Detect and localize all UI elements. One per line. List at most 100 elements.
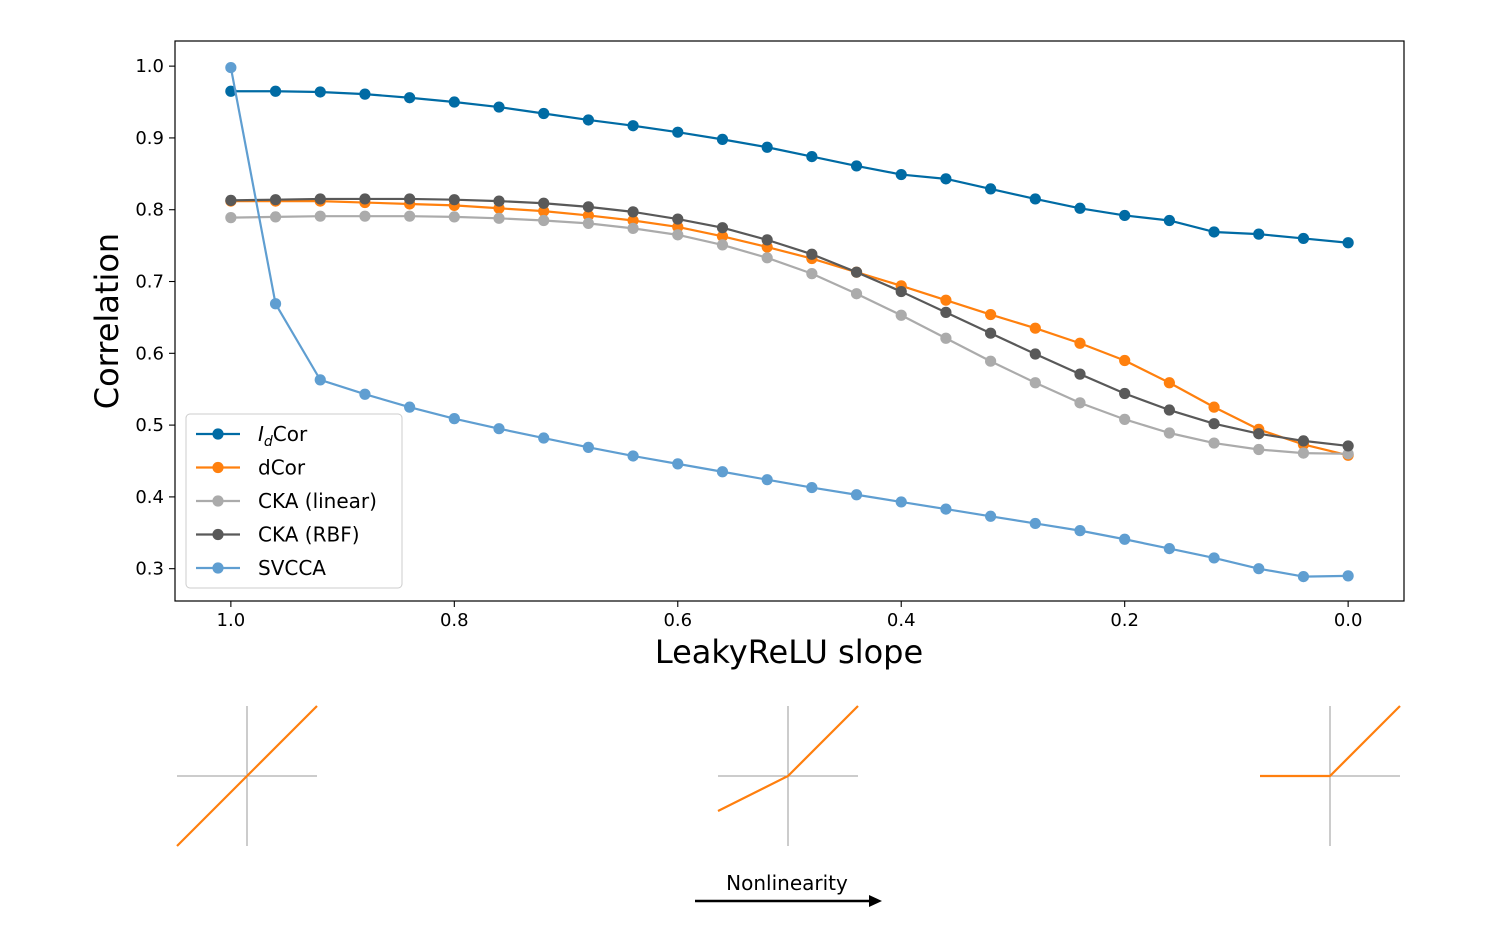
data-point-cka-rbf xyxy=(672,213,684,225)
data-point-cka-linear xyxy=(225,212,237,224)
data-point-cka-rbf xyxy=(716,222,729,234)
data-point-cka-rbf xyxy=(359,193,371,205)
data-point-cka-linear xyxy=(1297,447,1310,459)
data-point-idcor xyxy=(806,150,818,163)
data-point-cka-linear xyxy=(359,210,371,222)
data-point-svcca xyxy=(1074,525,1086,537)
x-tick-label: 0.0 xyxy=(1334,610,1363,631)
data-point-cka-linear xyxy=(761,252,773,264)
data-point-svcca xyxy=(493,423,505,435)
data-point-dcor xyxy=(985,308,997,321)
x-tick-label: 0.6 xyxy=(663,610,692,631)
data-point-idcor xyxy=(1253,228,1265,240)
data-point-idcor xyxy=(1163,214,1175,227)
data-point-svcca xyxy=(672,458,684,470)
y-tick-label: 0.5 xyxy=(135,415,164,436)
data-point-svcca xyxy=(1163,542,1175,555)
data-point-idcor xyxy=(404,92,416,104)
data-point-idcor xyxy=(1119,209,1131,222)
data-point-dcor xyxy=(940,294,952,306)
data-point-idcor xyxy=(761,141,773,153)
data-point-dcor xyxy=(1208,401,1220,413)
data-point-cka-rbf xyxy=(627,206,639,218)
data-point-idcor xyxy=(448,96,460,108)
inset-leaky-activation xyxy=(717,705,859,846)
data-point-cka-rbf xyxy=(895,285,907,298)
nonlinearity-annotation: Nonlinearity xyxy=(695,871,882,907)
y-axis-title: Correlation xyxy=(88,233,126,409)
data-point-cka-linear xyxy=(1074,397,1086,409)
x-tick-label: 0.2 xyxy=(1110,610,1139,631)
main-chart: 1.0 0.8 0.6 0.4 0.2 0.0 0.3 0.4 0.5 0.6 0.7 0.8 0.9… xyxy=(88,40,1405,671)
data-point-cka-linear xyxy=(582,217,594,229)
y-axis-ticks: 0.3 0.4 0.5 0.6 0.7 0.8 0.9 1.0 xyxy=(135,56,175,580)
data-point-cka-linear xyxy=(1163,427,1175,439)
data-point-cka-linear xyxy=(1208,437,1220,449)
data-point-cka-linear xyxy=(269,211,282,223)
legend: IdCor dCor CKA (linear) CKA (RBF) SVCCA xyxy=(185,413,403,589)
data-point-svcca xyxy=(1029,517,1041,530)
data-point-cka-rbf xyxy=(1163,404,1175,416)
data-point-idcor xyxy=(1074,202,1086,214)
data-point-cka-rbf xyxy=(850,266,863,278)
data-point-cka-linear xyxy=(1342,448,1354,460)
data-point-cka-rbf xyxy=(493,195,505,207)
data-point-dcor xyxy=(1074,337,1086,349)
series-cka-linear xyxy=(225,210,1354,460)
data-point-cka-rbf xyxy=(314,193,326,205)
data-point-svcca xyxy=(1342,570,1354,582)
data-point-idcor xyxy=(1297,232,1310,245)
data-point-svcca xyxy=(985,510,997,522)
data-point-idcor xyxy=(493,101,505,113)
data-point-idcor xyxy=(359,88,371,100)
data-point-cka-linear xyxy=(985,355,997,367)
data-point-cka-rbf xyxy=(448,194,460,206)
legend-label-cka-linear: CKA (linear) xyxy=(258,489,377,513)
data-point-cka-linear xyxy=(806,268,818,280)
inset-linear-activation xyxy=(176,705,318,847)
data-point-cka-linear xyxy=(404,210,416,222)
legend-box xyxy=(185,413,403,589)
data-point-cka-rbf xyxy=(1253,428,1265,440)
series-line-cka-linear xyxy=(230,215,1349,455)
data-point-idcor xyxy=(716,133,729,145)
data-point-idcor xyxy=(1029,193,1041,205)
data-point-cka-rbf xyxy=(404,193,416,205)
legend-label-idcor: IdCor xyxy=(258,422,308,450)
data-point-svcca xyxy=(716,466,729,478)
plot-area-frame xyxy=(174,40,1405,602)
data-point-dcor xyxy=(627,214,639,227)
data-point-svcca xyxy=(850,489,863,501)
data-point-cka-rbf xyxy=(985,327,997,339)
data-point-cka-linear xyxy=(716,239,729,251)
data-point-svcca xyxy=(582,441,594,453)
data-point-cka-linear xyxy=(1029,377,1041,389)
series-svcca xyxy=(225,61,1354,583)
data-point-dcor xyxy=(582,209,594,222)
data-point-cka-linear xyxy=(850,288,863,300)
data-point-svcca xyxy=(1208,552,1220,564)
data-point-dcor xyxy=(1163,377,1175,389)
data-point-idcor xyxy=(895,168,907,181)
data-point-svcca xyxy=(940,503,952,515)
inset-activation-curve xyxy=(717,705,859,812)
data-point-cka-rbf xyxy=(1297,435,1310,447)
nonlinearity-label: Nonlinearity xyxy=(726,871,848,895)
data-point-idcor xyxy=(940,173,952,185)
data-point-idcor xyxy=(850,160,863,172)
data-point-cka-linear xyxy=(672,229,684,241)
data-point-idcor xyxy=(627,120,639,132)
data-point-cka-linear xyxy=(627,222,639,234)
data-point-cka-rbf xyxy=(1208,418,1220,430)
data-point-svcca xyxy=(269,298,282,310)
legend-swatch-marker-idcor xyxy=(212,428,224,440)
data-point-idcor xyxy=(314,86,326,98)
data-point-idcor xyxy=(225,85,237,97)
y-tick-label: 0.8 xyxy=(135,200,164,221)
data-point-cka-rbf xyxy=(1029,348,1041,360)
y-tick-label: 0.7 xyxy=(135,272,164,293)
data-point-svcca xyxy=(314,374,326,386)
data-point-idcor xyxy=(269,85,282,97)
data-point-idcor xyxy=(1208,226,1220,238)
legend-swatch-marker-dcor xyxy=(212,461,224,474)
